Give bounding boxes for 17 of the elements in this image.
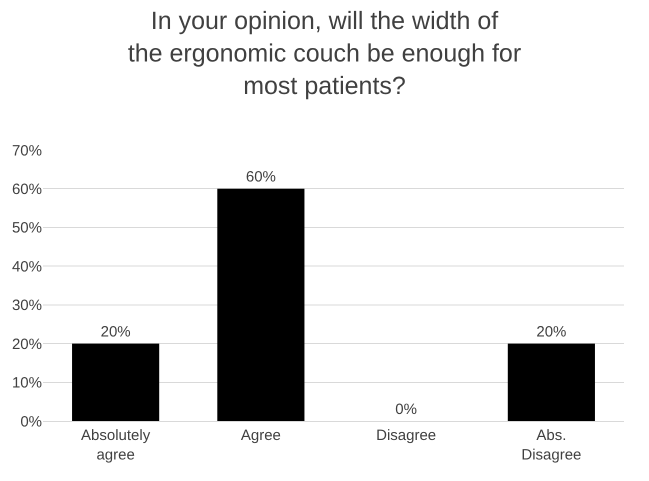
data-label: 20% <box>100 324 131 341</box>
y-tick-label: 10% <box>12 374 42 392</box>
y-tick-label: 0% <box>20 413 42 430</box>
y-tick-label: 40% <box>12 258 42 276</box>
chart-title: In your opinion, will the width of the ergonomic couch be enough for most patients? <box>128 6 522 100</box>
x-tick-label: Absolutely agree <box>81 427 151 464</box>
x-tick-label: Agree <box>240 427 281 444</box>
y-tick-label: 70% <box>12 142 42 160</box>
y-tick-label: 50% <box>12 220 42 237</box>
x-tick-label: Disagree <box>376 427 436 444</box>
data-label: 20% <box>536 324 566 341</box>
y-tick-label: 20% <box>12 336 42 353</box>
y-tick-label: 30% <box>12 297 42 314</box>
x-tick-label: Abs. Disagree <box>521 427 582 464</box>
y-tick-label: 60% <box>12 180 42 198</box>
data-label: 60% <box>246 168 276 186</box>
data-label: 0% <box>395 401 417 418</box>
